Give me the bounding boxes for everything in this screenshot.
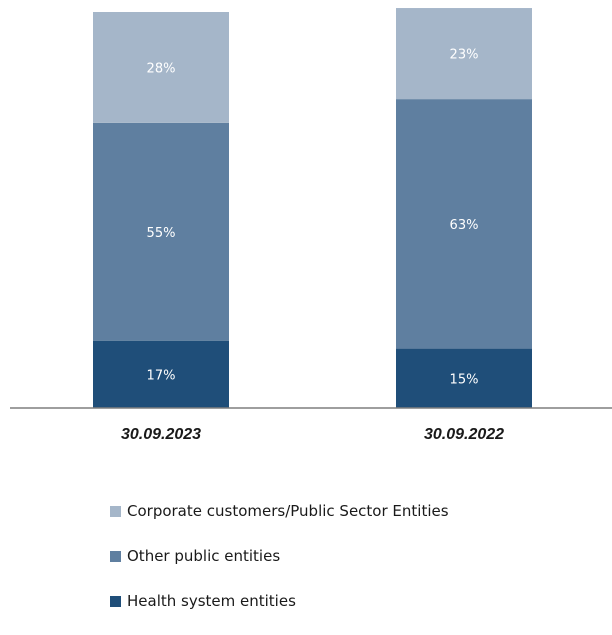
legend-label: Corporate customers/Public Sector Entiti… — [127, 502, 449, 520]
legend-label: Health system entities — [127, 592, 296, 610]
data-label: 63% — [450, 218, 479, 233]
legend-item: Corporate customers/Public Sector Entiti… — [110, 500, 449, 522]
data-label: 55% — [147, 226, 176, 241]
data-label: 15% — [450, 372, 479, 387]
chart-plot: 17% 55% 28% 30.09.2023 15% 63% 23% 30.09.2022 — [10, 8, 612, 443]
category-label: 30.09.2023 — [121, 426, 201, 443]
data-label: 17% — [147, 368, 176, 383]
bar-segment — [93, 12, 229, 123]
bar-segment — [396, 99, 532, 349]
bar-segment — [396, 348, 532, 408]
data-label: 23% — [450, 48, 479, 63]
chart: 17% 55% 28% 30.09.2023 15% 63% 23% 30.09.2022 C… — [10, 8, 612, 610]
legend-swatch — [110, 505, 121, 517]
category-label: 30.09.2022 — [424, 426, 504, 443]
legend-swatch — [110, 550, 121, 562]
legend-item: Health system entities — [110, 590, 449, 612]
bar-segment — [93, 340, 229, 408]
bar-segment — [396, 8, 532, 100]
legend-item: Other public entities — [110, 545, 449, 567]
legend-swatch — [110, 595, 121, 607]
legend: Corporate customers/Public Sector Entiti… — [110, 500, 449, 635]
bar-segment — [93, 122, 229, 341]
legend-label: Other public entities — [127, 547, 281, 565]
data-label: 28% — [147, 61, 176, 76]
